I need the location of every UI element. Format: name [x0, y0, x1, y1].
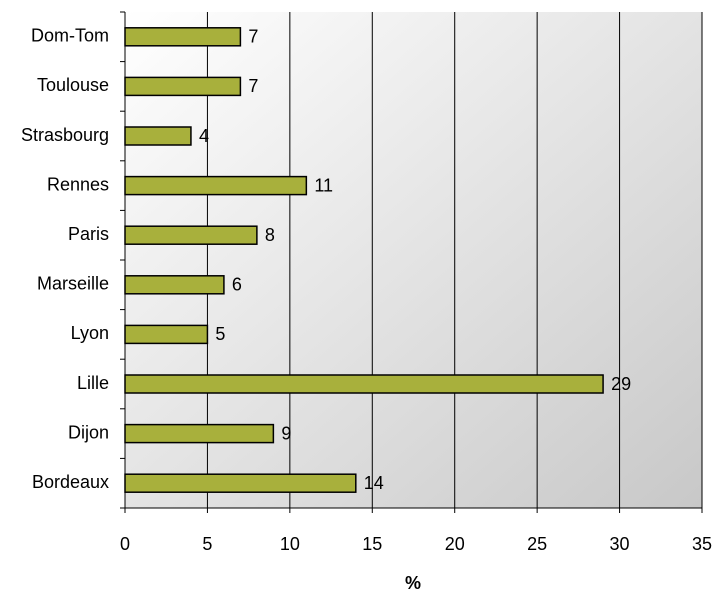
bar: [124, 175, 308, 196]
y-tick-label: Strasbourg: [21, 125, 109, 145]
data-label: 4: [199, 126, 209, 146]
data-label: 29: [611, 374, 631, 394]
x-tick-label: 25: [527, 534, 547, 554]
y-tick-label: Lille: [77, 373, 109, 393]
bar: [124, 126, 192, 146]
x-tick-label: 30: [610, 534, 630, 554]
y-tick-label: Bordeaux: [32, 472, 109, 492]
bar: [124, 423, 275, 444]
data-label: 9: [281, 423, 291, 443]
x-axis-label: %: [405, 573, 421, 593]
x-tick-label: 15: [362, 534, 382, 554]
data-label: 14: [364, 473, 384, 493]
x-tick-label: 0: [120, 534, 130, 554]
data-label: 7: [248, 27, 258, 47]
y-tick-label: Marseille: [37, 274, 109, 294]
bar: [124, 76, 242, 97]
data-label: 5: [215, 324, 225, 344]
bar: [124, 374, 604, 394]
y-tick-label: Paris: [68, 224, 109, 244]
data-label: 6: [232, 275, 242, 295]
bar: [124, 324, 209, 345]
x-tick-label: 35: [692, 534, 712, 554]
y-tick-label: Rennes: [47, 174, 109, 194]
bar: [124, 275, 225, 295]
x-tick-label: 10: [280, 534, 300, 554]
data-label: 8: [265, 225, 275, 245]
bar: [124, 225, 258, 245]
y-tick-label: Lyon: [71, 323, 109, 343]
x-tick-label: 20: [445, 534, 465, 554]
y-tick-label: Toulouse: [37, 75, 109, 95]
x-tick-label: 5: [202, 534, 212, 554]
bar: [124, 27, 242, 47]
data-label: 7: [248, 76, 258, 96]
bar: [124, 473, 357, 493]
y-tick-label: Dom-Tom: [31, 26, 109, 46]
data-label: 11: [314, 175, 333, 195]
y-tick-label: Dijon: [68, 422, 109, 442]
